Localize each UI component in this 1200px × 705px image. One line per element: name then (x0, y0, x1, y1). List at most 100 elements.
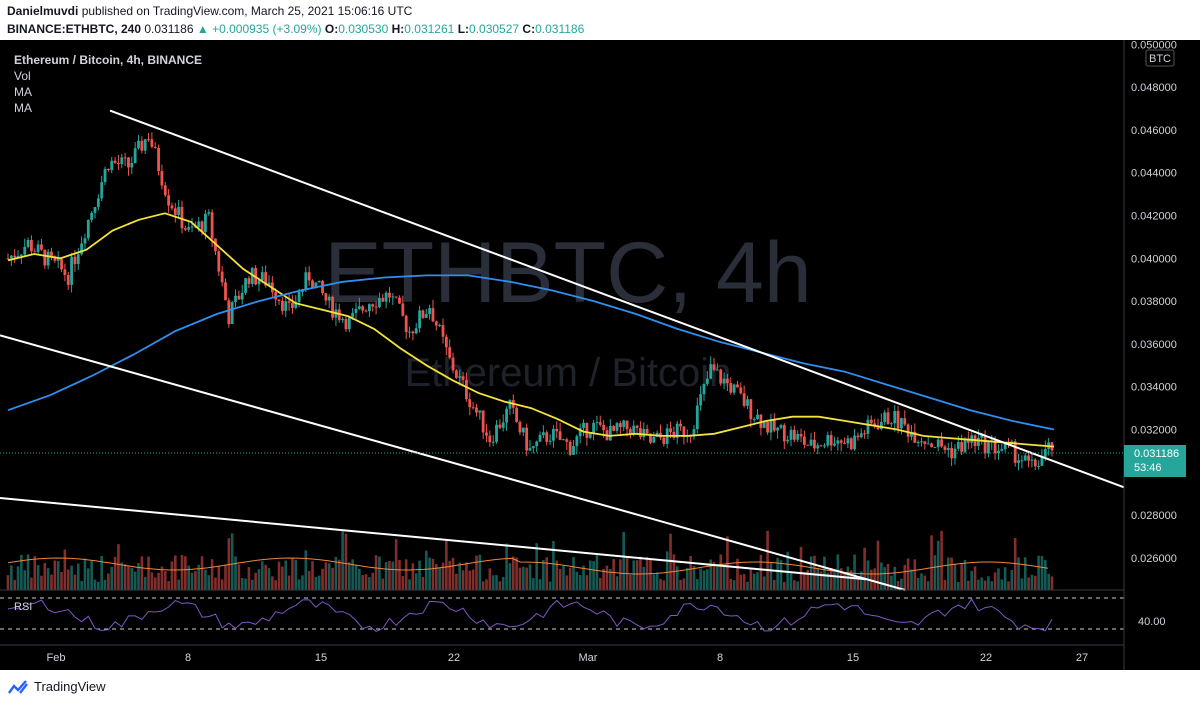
volume-bar (1040, 556, 1044, 590)
candle-body (311, 280, 314, 289)
chart-area[interactable]: ETHBTC, 4h Ethereum / Bitcoin RSI Feb 8 15… (0, 40, 1200, 670)
volume-bar (90, 559, 93, 590)
candle-body (76, 254, 80, 265)
candle-body (642, 428, 646, 438)
volume-bar (525, 567, 528, 590)
volume-bar (1033, 575, 1037, 590)
candle-body (940, 439, 943, 447)
candle-body (90, 212, 94, 220)
legend-ma-2[interactable]: MA (14, 101, 32, 115)
price-tick: 0.036000 (1131, 339, 1177, 351)
author-name[interactable]: Danielmuvdi (7, 4, 79, 18)
candle-body (819, 445, 823, 447)
price-tick: 0.046000 (1131, 125, 1177, 137)
volume-bar (1010, 570, 1014, 590)
volume-bar (10, 565, 13, 590)
volume-bar (1037, 555, 1040, 590)
candle-body (859, 433, 863, 438)
legend-vol[interactable]: Vol (14, 69, 31, 83)
volume-bar (451, 557, 455, 590)
volume-bar (1003, 567, 1007, 590)
volume-bar (977, 579, 980, 590)
volume-bar (435, 564, 438, 590)
candle-body (234, 295, 237, 303)
candle-body (997, 450, 1000, 454)
volume-bar (6, 575, 10, 590)
candle-body (1033, 459, 1037, 467)
price-axis[interactable]: 0.050000 0.048000 0.046000 0.044000 0.042000… (1131, 40, 1177, 565)
legend-ma-1[interactable]: MA (14, 85, 32, 99)
candle-body (314, 282, 318, 289)
volume-bar (63, 549, 67, 590)
volume-bar (488, 568, 492, 590)
volume-bar (358, 568, 361, 590)
time-axis[interactable]: Feb 8 15 22 Mar 8 15 22 27 (47, 652, 1089, 664)
volume-bar (545, 557, 549, 590)
candle-body (73, 256, 77, 265)
volume-bar (167, 581, 170, 590)
volume-bar (331, 567, 334, 590)
candle-body (588, 432, 592, 438)
volume-bar (873, 568, 876, 590)
candle-body (491, 441, 495, 443)
candle-body (167, 195, 171, 206)
volume-bar (990, 581, 994, 590)
volume-bar (920, 573, 923, 590)
candle-body (849, 438, 853, 450)
volume-bar (940, 530, 943, 590)
volume-bar (598, 577, 602, 590)
candle-body (381, 297, 385, 302)
volume-bar (779, 560, 783, 590)
candle-body (769, 420, 773, 433)
trendline[interactable] (0, 496, 867, 581)
time-tick: Feb (47, 652, 66, 664)
volume-bar (963, 559, 967, 590)
candle-body (722, 378, 726, 384)
volume-bar (936, 540, 940, 590)
volume-bar (826, 572, 830, 590)
volume-bar (16, 566, 20, 590)
volume-bar (50, 574, 53, 590)
currency-badge[interactable] (1145, 49, 1175, 67)
volume-bar (150, 572, 154, 590)
candle-body (1000, 449, 1004, 451)
candle-body (712, 364, 716, 370)
volume-bar (73, 574, 77, 590)
candle-body (364, 310, 368, 312)
volume-bar (722, 565, 726, 590)
price-tick: 0.038000 (1131, 296, 1177, 308)
candle-body (237, 295, 241, 300)
candle-body (224, 282, 227, 301)
volume-bar (281, 566, 284, 590)
legend-title[interactable]: Ethereum / Bitcoin, 4h, BINANCE (14, 53, 203, 67)
volume-bar (552, 540, 555, 590)
volume-bar (83, 558, 87, 590)
chart-svg[interactable]: ETHBTC, 4h Ethereum / Bitcoin RSI Feb 8 15… (0, 40, 1200, 670)
trendline[interactable] (0, 334, 906, 591)
candle-body (813, 439, 816, 449)
indicator-lines (7, 212, 1055, 575)
tradingview-logo[interactable]: TradingView (8, 679, 106, 694)
volume-bar (535, 543, 538, 590)
volume-bar (635, 560, 639, 590)
candle-body (43, 249, 47, 266)
volume-bar (803, 572, 806, 590)
candle-body (709, 364, 713, 379)
volume-bar (137, 563, 140, 590)
volume-bar (264, 564, 267, 590)
volume-bar (361, 574, 364, 590)
volume-bar (923, 575, 927, 590)
volume-bar (876, 540, 880, 590)
candle-body (789, 429, 793, 440)
candle-body (856, 435, 860, 438)
candle-body (762, 421, 766, 428)
candle-body (742, 393, 746, 406)
trendline[interactable] (109, 109, 1125, 489)
volume-bar (97, 581, 100, 590)
volume-bar (796, 581, 799, 590)
candle-body (170, 205, 174, 209)
volume-bar (448, 560, 451, 590)
trendlines[interactable] (0, 109, 1125, 591)
candle-body (86, 219, 90, 239)
candle-body (441, 325, 445, 337)
